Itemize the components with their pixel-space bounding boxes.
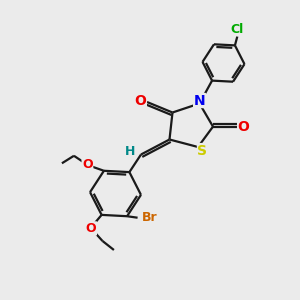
Text: Cl: Cl	[231, 23, 244, 36]
Text: O: O	[134, 94, 146, 107]
Text: H: H	[125, 145, 136, 158]
Text: O: O	[82, 158, 93, 171]
Text: O: O	[86, 222, 96, 235]
Text: O: O	[238, 120, 250, 134]
Text: S: S	[197, 144, 208, 158]
Text: Br: Br	[142, 211, 158, 224]
Text: N: N	[194, 94, 205, 107]
